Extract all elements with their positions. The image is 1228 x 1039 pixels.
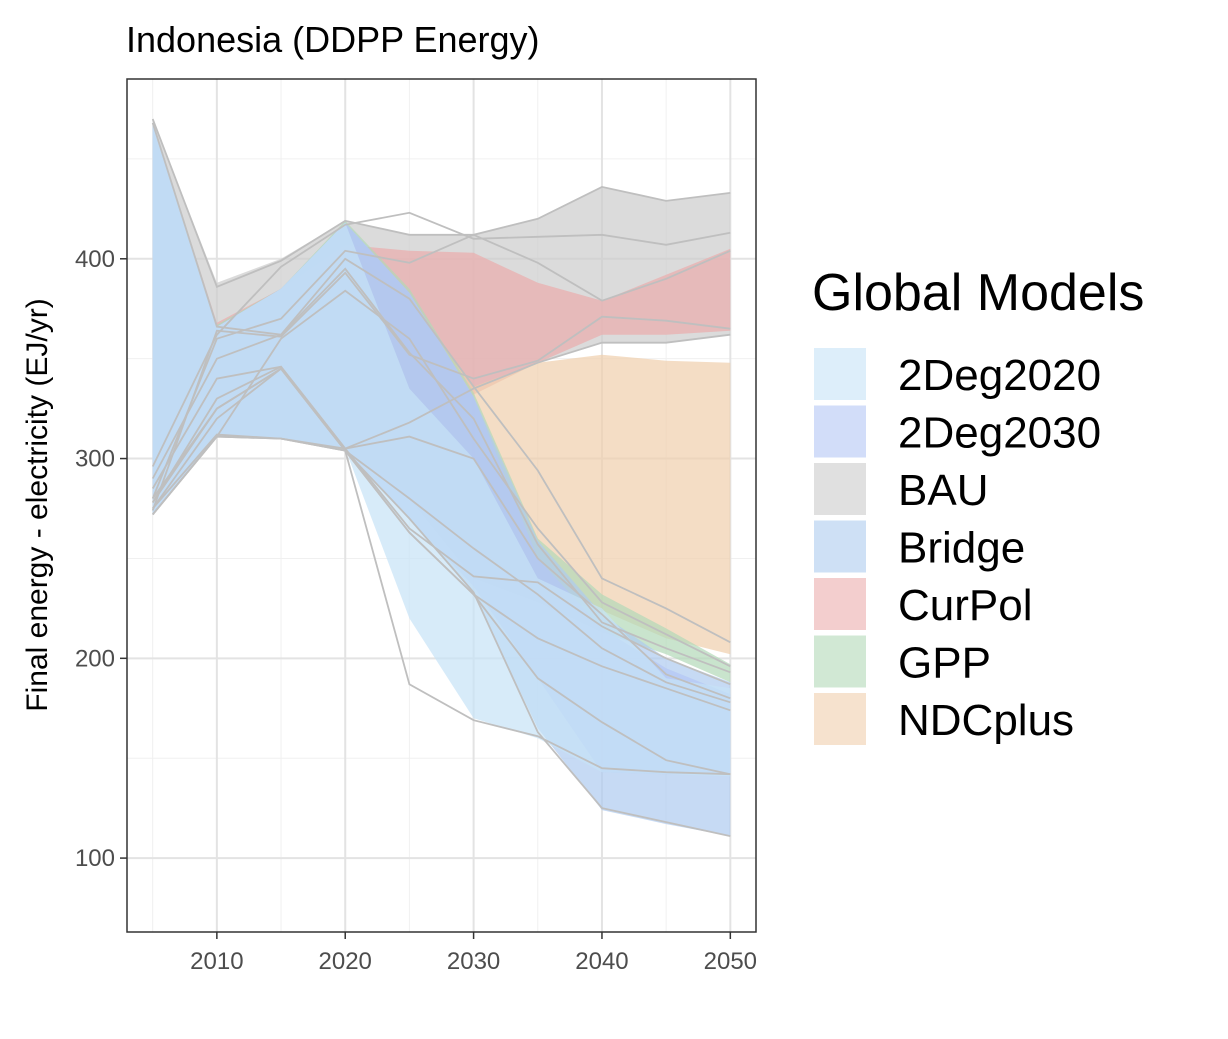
series-line-1 xyxy=(151,118,731,288)
series-line-2 xyxy=(151,211,731,467)
legend-label-gpp: GPP xyxy=(898,639,991,688)
legend-title: Global Models xyxy=(812,264,1144,322)
legend-label-bau: BAU xyxy=(898,466,988,515)
series-line-3 xyxy=(151,233,731,499)
legend: 2Deg2020 2Deg2030 BAU Bridge CurPol GPP NDCplu… xyxy=(814,348,1101,745)
legend-swatch-2deg2030 xyxy=(814,405,866,458)
legend-label-curpol: CurPol xyxy=(898,581,1033,630)
chart-title: Indonesia (DDPP Energy) xyxy=(126,19,540,60)
series-line-15 xyxy=(152,435,731,837)
series-line-8 xyxy=(151,267,731,674)
legend-label-bridge: Bridge xyxy=(898,524,1025,573)
y-tick-label: 100 xyxy=(75,845,115,872)
legend-swatch-bau xyxy=(814,463,866,515)
y-tick-label: 400 xyxy=(75,246,115,273)
legend-swatch-2deg2020 xyxy=(814,348,866,400)
legend-swatch-bridge xyxy=(814,520,866,573)
legend-label-2deg2020: 2Deg2020 xyxy=(898,351,1101,400)
x-tick-label: 2030 xyxy=(447,948,500,975)
x-tick-label: 2050 xyxy=(704,948,757,975)
x-tick-label: 2010 xyxy=(190,948,243,975)
legend-swatch-ndcplus xyxy=(814,693,866,745)
y-tick-label: 200 xyxy=(75,645,115,672)
legend-label-ndcplus: NDCplus xyxy=(898,696,1074,745)
series-line-6 xyxy=(151,122,731,644)
y-tick-label: 300 xyxy=(75,446,115,473)
series-lines xyxy=(151,118,731,837)
x-tick-label: 2020 xyxy=(319,948,372,975)
x-axis-ticks: 2010 2020 2030 2040 2050 xyxy=(190,932,757,975)
x-tick-label: 2040 xyxy=(575,948,628,975)
series-line-9 xyxy=(151,365,731,700)
series-line-10 xyxy=(151,365,731,686)
ribbon-2deg2020 xyxy=(152,124,731,777)
legend-swatch-curpol xyxy=(814,578,866,630)
plot-border xyxy=(126,78,757,933)
y-axis-ticks: 100 200 300 400 xyxy=(75,246,127,872)
y-axis-title: Final energy - electricity (EJ/yr) xyxy=(21,298,54,711)
legend-swatch-gpp xyxy=(814,635,866,688)
legend-label-2deg2030: 2Deg2030 xyxy=(898,409,1101,458)
series-line-14 xyxy=(151,367,731,776)
series-line-5 xyxy=(152,333,731,510)
series-line-4 xyxy=(151,271,731,511)
